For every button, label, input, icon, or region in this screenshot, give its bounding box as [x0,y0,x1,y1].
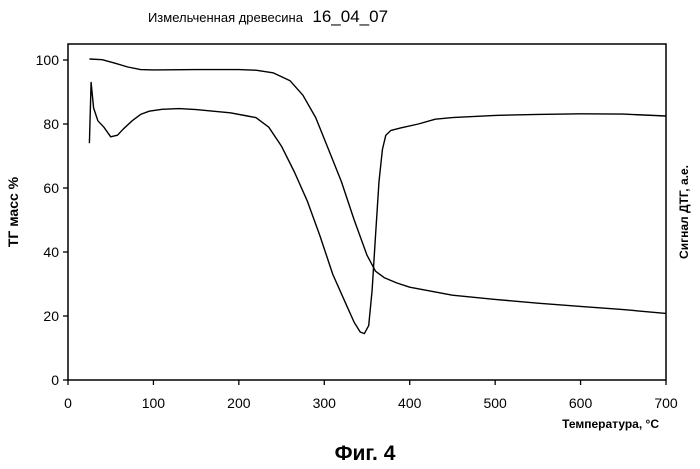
y-tick-label: 100 [36,52,60,68]
x-tick-label: 100 [142,395,166,411]
x-tick-label: 500 [483,395,507,411]
y-tick-label: 80 [43,116,59,132]
x-axis-label: Температура, °C [562,417,659,431]
x-tick-label: 200 [227,395,251,411]
y-tick-label: 20 [43,308,59,324]
dtg-chart: Измельченная древесина 16_04_07 01002003… [0,0,700,469]
x-tick-label: 300 [313,395,337,411]
x-tick-label: 700 [654,395,678,411]
chart-title-text: Измельченная древесина [148,10,304,25]
y-tick-label: 0 [51,372,59,388]
secondary-y-axis-label: Сигнал ДТГ, а.е. [677,165,691,259]
chart-title: Измельченная древесина 16_04_07 [148,7,388,26]
x-tick-label: 0 [64,395,72,411]
chart-title-suffix: 16_04_07 [312,7,388,26]
y-tick-label: 60 [43,180,59,196]
x-tick-label: 400 [398,395,422,411]
y-tick-label: 40 [43,244,59,260]
y-axis-label: ТГ масс % [5,176,21,247]
axis-ticks: 0 100 200 300 400 500 600 700 0 20 40 60 80 100 [36,52,678,411]
series-line-tg [89,59,666,313]
series-line-dtg [89,82,666,333]
x-tick-label: 600 [569,395,593,411]
series-layer [89,59,666,334]
figure-caption: Фиг. 4 [335,442,396,465]
